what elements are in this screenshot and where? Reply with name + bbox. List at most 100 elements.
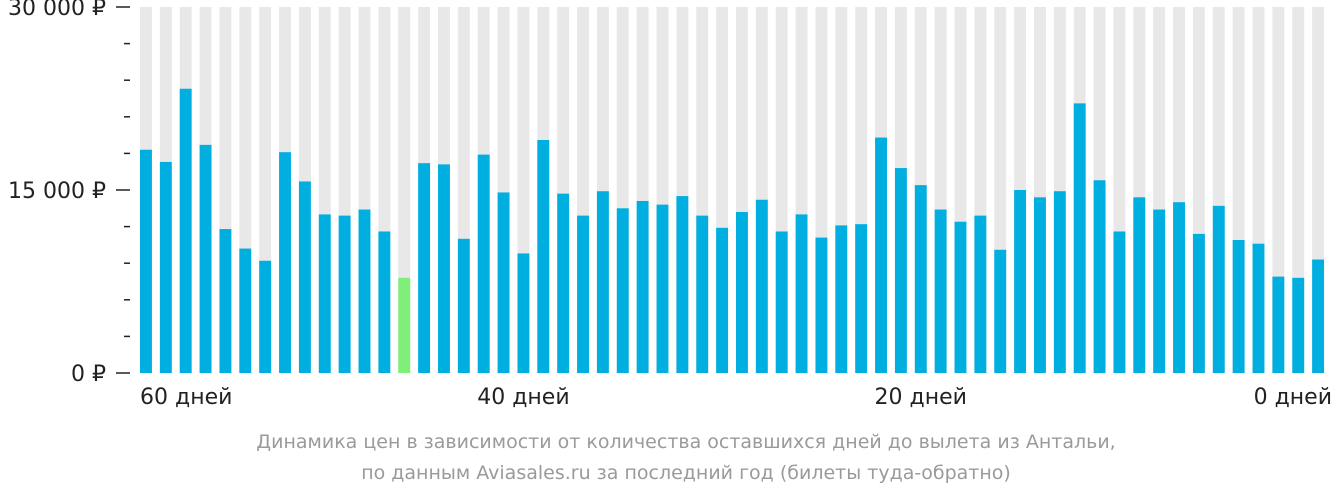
bar xyxy=(1073,103,1086,373)
chart-caption-line-2: по данным Aviasales.ru за последний год … xyxy=(361,462,1011,484)
bar-background-column xyxy=(259,7,272,373)
bar-background-column xyxy=(835,7,848,373)
bar-background-column xyxy=(716,7,729,373)
bar-background-column xyxy=(1312,7,1325,373)
x-tick-label: 60 дней xyxy=(140,385,232,410)
bar-background-column xyxy=(616,7,629,373)
bar-background-column xyxy=(1133,7,1146,373)
bar xyxy=(1133,197,1146,373)
bar-background-column xyxy=(457,7,470,373)
bar xyxy=(517,253,530,373)
bar xyxy=(477,154,490,373)
bar xyxy=(179,88,192,374)
bar xyxy=(775,231,788,373)
bar-background-column xyxy=(656,7,669,373)
bar-background-column xyxy=(1192,7,1205,373)
bar-background-column xyxy=(1232,7,1245,373)
x-tick-label: 20 дней xyxy=(875,385,967,410)
bar xyxy=(298,181,311,373)
bar-background-column xyxy=(1212,7,1225,373)
x-tick-label: 0 дней xyxy=(1254,385,1332,410)
bar xyxy=(1173,202,1185,373)
bar xyxy=(875,137,887,373)
bar xyxy=(1292,277,1305,373)
bar xyxy=(338,215,351,373)
bar-background-column xyxy=(239,7,252,373)
bar xyxy=(457,238,470,373)
bar-background-column xyxy=(736,7,748,373)
bar xyxy=(616,208,629,373)
x-tick-label: 40 дней xyxy=(477,385,569,410)
bar xyxy=(1014,190,1027,373)
bar xyxy=(557,193,570,373)
bar-background-column xyxy=(1113,7,1126,373)
bar-background-column xyxy=(596,7,609,373)
bar-background-column xyxy=(994,7,1007,373)
bar xyxy=(318,214,331,373)
bar-background-column xyxy=(1292,7,1305,373)
bar xyxy=(418,163,431,373)
bar-background-column xyxy=(517,7,530,373)
bar-background-column xyxy=(318,7,331,373)
bar xyxy=(795,214,808,373)
bar xyxy=(219,229,232,373)
bar xyxy=(358,209,371,373)
bar-cheapest xyxy=(398,277,411,373)
bar-background-column xyxy=(855,7,868,373)
y-tick-label: 30 000 ₽ xyxy=(8,0,106,21)
bar-background-column xyxy=(934,7,947,373)
bar-background-column xyxy=(815,7,828,373)
bar xyxy=(755,199,768,373)
bar xyxy=(636,200,649,373)
bar-background-column xyxy=(1153,7,1166,373)
bar-background-column xyxy=(755,7,768,373)
bar xyxy=(497,192,510,373)
bar xyxy=(1212,205,1225,373)
bar-background-column xyxy=(974,7,987,373)
bar-background-column xyxy=(398,7,411,373)
bar-background-column xyxy=(1252,7,1265,373)
bar-background-column xyxy=(1053,7,1066,373)
bar xyxy=(1192,233,1205,373)
bar xyxy=(159,161,172,373)
bar xyxy=(1034,197,1046,373)
bar xyxy=(1093,180,1106,373)
bar xyxy=(1252,243,1265,373)
bar xyxy=(1232,240,1245,373)
bar xyxy=(596,191,609,373)
bar-background-column xyxy=(1173,7,1185,373)
bar xyxy=(537,139,550,373)
bar xyxy=(736,211,748,373)
chart-caption-line-1: Динамика цен в зависимости от количества… xyxy=(256,431,1116,453)
bar xyxy=(696,215,709,373)
bar xyxy=(934,209,947,373)
bar-background-column xyxy=(1034,7,1046,373)
bar-background-column xyxy=(497,7,510,373)
bar-background-column xyxy=(378,7,391,373)
bar xyxy=(1312,259,1325,373)
bar xyxy=(954,221,967,373)
y-tick-label: 15 000 ₽ xyxy=(8,179,106,204)
bar xyxy=(199,144,212,373)
bar-background-column xyxy=(219,7,232,373)
bar xyxy=(676,196,689,373)
bar-background-column xyxy=(1272,7,1285,373)
bar xyxy=(914,185,927,373)
y-tick-label: 0 ₽ xyxy=(71,362,106,387)
bar-background-column xyxy=(795,7,808,373)
bar xyxy=(716,227,729,373)
bar-background-column xyxy=(358,7,371,373)
bar xyxy=(378,231,391,373)
bar-background-column xyxy=(775,7,788,373)
bar xyxy=(1272,276,1285,373)
bar-background-column xyxy=(577,7,589,373)
bar xyxy=(855,224,868,373)
bar xyxy=(259,260,272,373)
bar-background-column xyxy=(338,7,351,373)
bar xyxy=(279,152,291,373)
bar-background-column xyxy=(954,7,967,373)
bar xyxy=(140,149,152,373)
bar xyxy=(815,237,828,373)
bar xyxy=(656,204,669,373)
bar xyxy=(577,215,589,373)
